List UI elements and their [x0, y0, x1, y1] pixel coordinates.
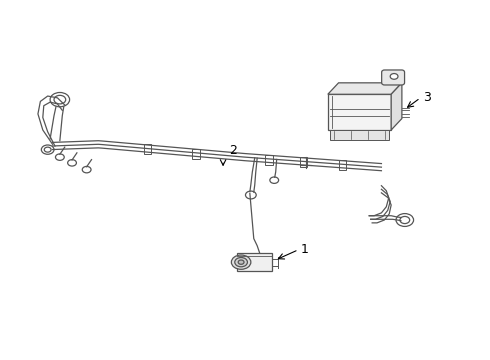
- Bar: [339, 160, 346, 170]
- Polygon shape: [328, 83, 402, 94]
- Polygon shape: [391, 83, 402, 130]
- Circle shape: [55, 154, 64, 160]
- Circle shape: [235, 257, 247, 267]
- Text: 2: 2: [229, 144, 237, 157]
- Bar: [330, 130, 389, 140]
- Bar: [266, 155, 273, 165]
- Bar: [144, 144, 151, 154]
- Circle shape: [396, 213, 414, 226]
- Circle shape: [231, 255, 251, 269]
- Circle shape: [238, 260, 244, 264]
- Circle shape: [390, 73, 398, 79]
- Text: 3: 3: [423, 91, 431, 104]
- Bar: [299, 157, 307, 167]
- Circle shape: [400, 216, 410, 224]
- Circle shape: [82, 166, 91, 173]
- Circle shape: [50, 93, 70, 107]
- Circle shape: [41, 145, 54, 154]
- FancyBboxPatch shape: [237, 253, 272, 271]
- Bar: [193, 149, 200, 158]
- Circle shape: [270, 177, 279, 183]
- FancyBboxPatch shape: [382, 70, 405, 85]
- Circle shape: [68, 159, 76, 166]
- Circle shape: [245, 191, 256, 199]
- Text: 1: 1: [301, 243, 309, 256]
- Circle shape: [54, 95, 66, 104]
- Bar: [328, 94, 391, 130]
- Circle shape: [44, 147, 51, 152]
